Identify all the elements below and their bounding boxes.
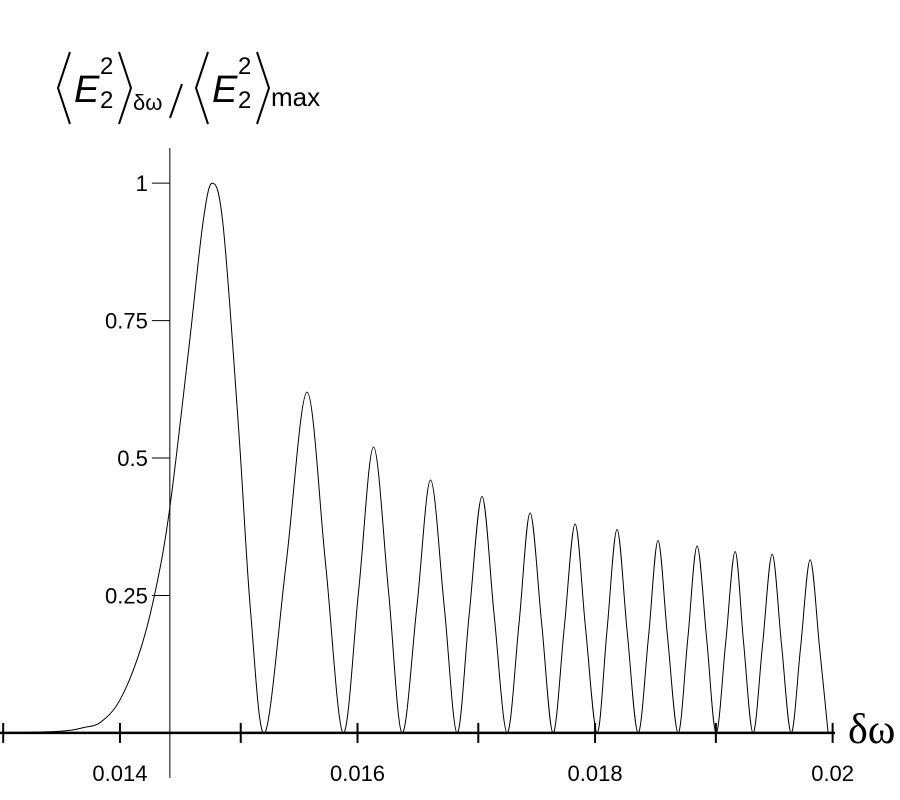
label-symbol: E <box>74 69 100 111</box>
y-tick-label: 0.75 <box>105 309 148 334</box>
y-tick-label: 0.5 <box>117 446 148 471</box>
bracket <box>56 51 71 125</box>
data-line <box>1 182 829 734</box>
label-subscript: 2 <box>100 87 113 114</box>
x-tick-label: 0.016 <box>330 761 385 786</box>
y-tick-label: 1 <box>136 171 148 196</box>
label-subscript: 2 <box>238 87 251 114</box>
y-tick-label: 0.25 <box>105 583 148 608</box>
label-symbol: E <box>212 69 238 111</box>
bracket <box>194 51 209 125</box>
label-superscript: 2 <box>100 53 113 80</box>
label-superscript: 2 <box>238 53 251 80</box>
bracket <box>256 51 271 125</box>
x-tick-label: 0.02 <box>811 761 854 786</box>
bracket <box>118 51 133 125</box>
label-average: δω <box>133 90 162 115</box>
x-tick-label: 0.018 <box>568 761 623 786</box>
x-axis-label: δω <box>848 707 895 753</box>
x-tick-label: 0.014 <box>92 761 147 786</box>
label-average: max <box>271 82 320 112</box>
slash <box>169 83 183 119</box>
y-axis-label: E 2 2 δω E 2 2 max <box>56 51 320 125</box>
